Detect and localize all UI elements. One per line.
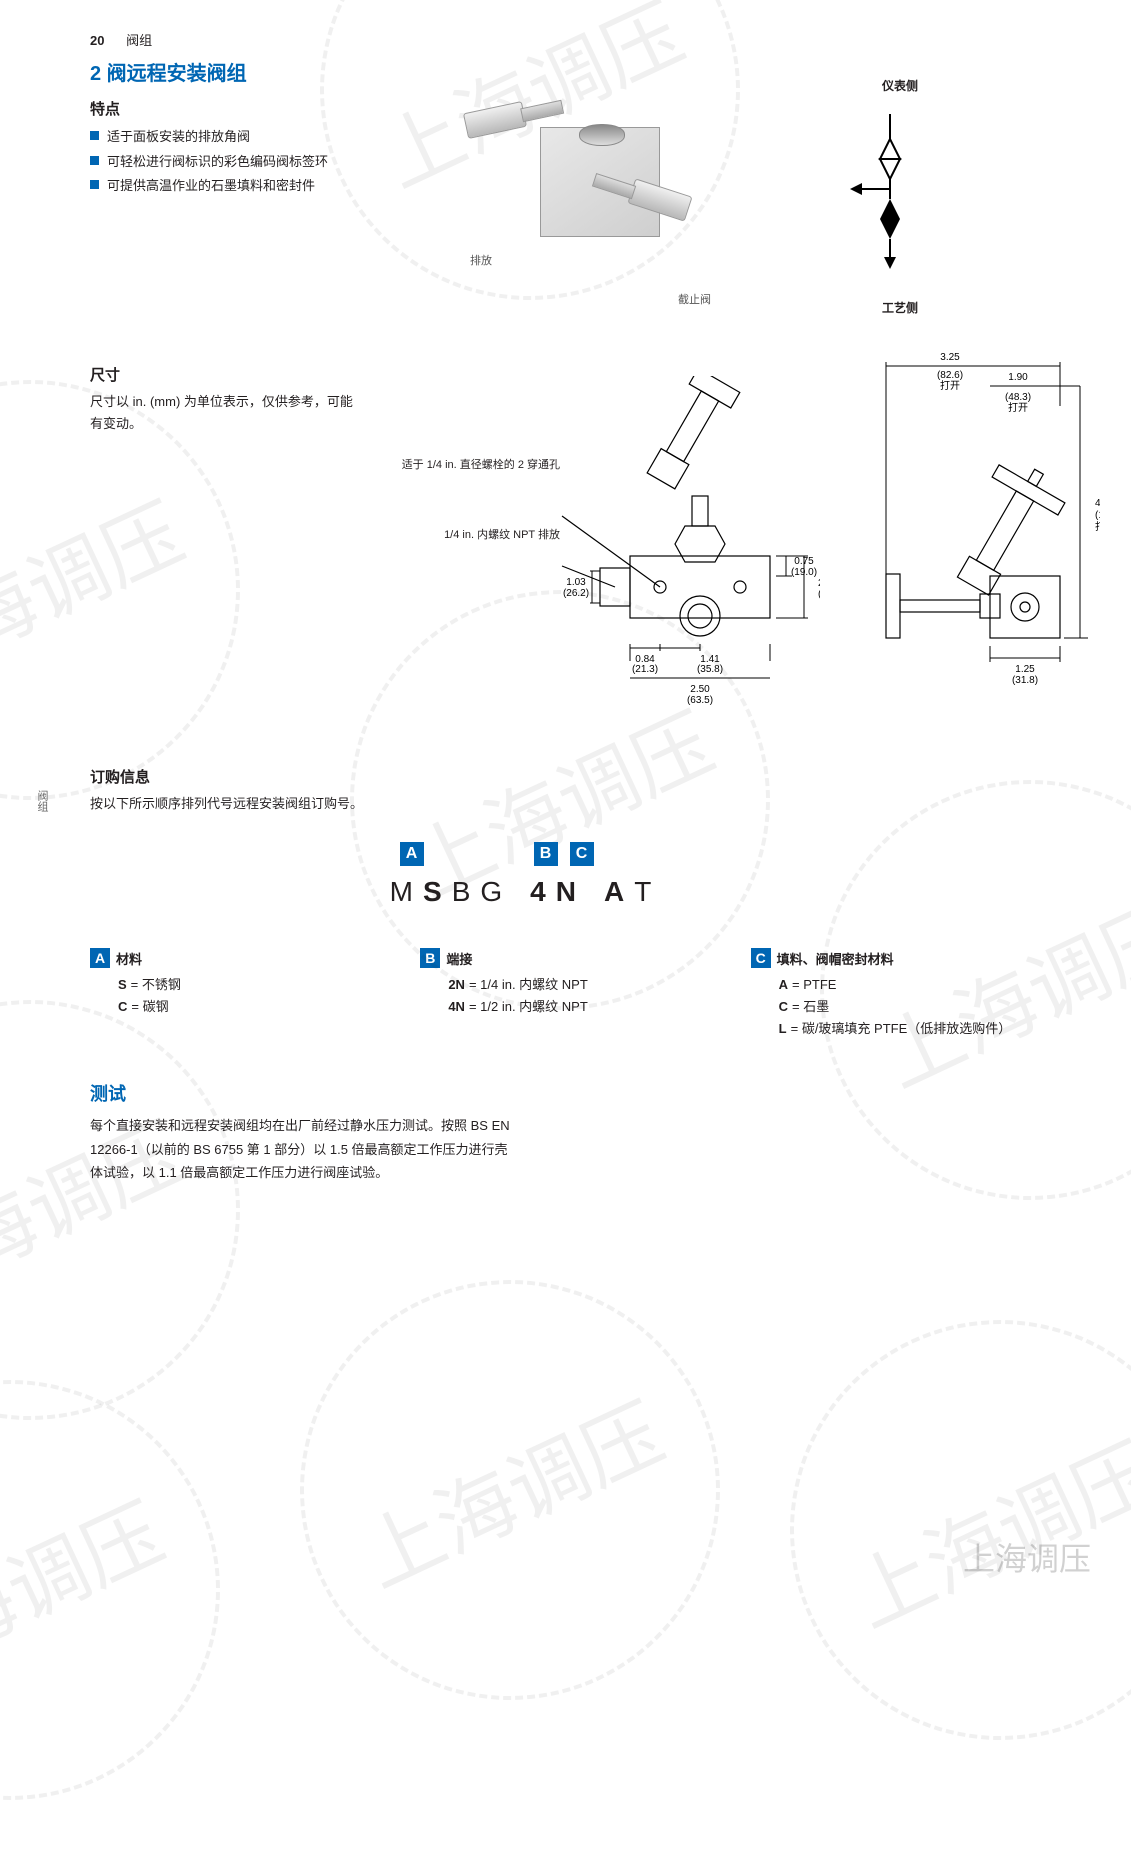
features-heading: 特点 [90, 98, 400, 119]
option-group-b: B端接 2N= 1/4 in. 内螺纹 NPT 4N= 1/2 in. 内螺纹 … [420, 948, 710, 1040]
desig-char: M [390, 876, 423, 907]
schematic-top-label: 仪表侧 [800, 77, 1000, 94]
desig-char: B [452, 876, 481, 907]
dimensions-note: 尺寸以 in. (mm) 为单位表示，仅供参考，可能有变动。 [90, 391, 360, 435]
svg-text:3.25: 3.25 [940, 352, 960, 363]
desig-char: 4 [530, 876, 556, 907]
feature-item: 可提供高温作业的石墨填料和密封件 [90, 174, 400, 199]
desig-char: A [604, 876, 634, 907]
svg-text:(82.6): (82.6) [937, 370, 963, 381]
dimension-drawings: 适于 1/4 in. 直径螺栓的 2 穿通孔 1/4 in. 内螺纹 NPT 排… [380, 356, 1041, 736]
watermark-bottom: 上海调压 [963, 1534, 1091, 1580]
testing-body: 每个直接安装和远程安装阀组均在出厂前经过静水压力测试。按照 BS EN 1226… [90, 1114, 510, 1184]
option-group-c: C填料、阀帽密封材料 A= PTFE C= 石墨 L= 碳/玻璃填充 PTFE（… [751, 948, 1041, 1040]
svg-text:(31.8): (31.8) [1012, 675, 1038, 686]
option-title: 端接 [446, 952, 472, 967]
testing-heading: 测试 [90, 1080, 1041, 1106]
svg-text:(35.8): (35.8) [697, 664, 723, 675]
page-title: 2 阀远程安装阀组 [90, 57, 400, 86]
option-title: 材料 [116, 952, 142, 967]
designator-box-c: C [570, 842, 594, 866]
designator-box-b: B [534, 842, 558, 866]
ordering-desc: 按以下所示顺序排列代号远程安装阀组订购号。 [90, 793, 1041, 812]
sidebar-label: 阀组 [34, 790, 50, 812]
callout-bolt: 适于 1/4 in. 直径螺栓的 2 穿通孔 [300, 456, 560, 472]
section-name: 阀组 [126, 33, 152, 48]
watermark: 上海调压 [721, 1251, 1131, 1809]
svg-text:(63.5): (63.5) [687, 695, 713, 706]
desig-char: T [634, 876, 661, 907]
dimensions-heading: 尺寸 [90, 364, 360, 385]
product-photo: 排放 截止阀 [430, 67, 730, 277]
page-number: 20 [90, 33, 104, 48]
desig-char: G [480, 876, 512, 907]
option-letter: A [90, 948, 110, 968]
option-group-a: A材料 S= 不锈钢 C= 碳钢 [90, 948, 380, 1040]
svg-text:(21.3): (21.3) [632, 664, 658, 675]
svg-text:(102): (102) [1095, 510, 1100, 521]
features-list: 适于面板安装的排放角阀 可轻松进行阀标识的彩色编码阀标签环 可提供高温作业的石墨… [90, 125, 400, 199]
schematic-bottom-label: 工艺侧 [800, 299, 1000, 316]
designator-box-a: A [400, 842, 424, 866]
feature-item: 可轻松进行阀标识的彩色编码阀标签环 [90, 150, 400, 175]
svg-text:打开: 打开 [1095, 520, 1100, 533]
ordering-heading: 订购信息 [90, 766, 1041, 787]
feature-item: 适于面板安装的排放角阀 [90, 125, 400, 150]
svg-text:1.03: 1.03 [566, 577, 586, 588]
svg-text:1.25: 1.25 [1015, 664, 1035, 675]
block-label: 截止阀 [678, 291, 711, 307]
schematic-diagram: 仪表侧 工艺侧 [800, 57, 1000, 316]
desig-char: S [423, 876, 452, 907]
watermark: 上海调压 [231, 1211, 789, 1769]
option-letter: C [751, 948, 771, 968]
svg-text:(48.3): (48.3) [1005, 392, 1031, 403]
svg-text:(26.2): (26.2) [563, 588, 589, 599]
svg-text:2.50: 2.50 [690, 684, 710, 695]
option-title: 填料、阀帽密封材料 [777, 952, 894, 967]
drain-label: 排放 [470, 252, 492, 268]
desig-char: N [556, 876, 586, 907]
svg-text:2.05: 2.05 [818, 578, 820, 589]
page-header: 20 阀组 [90, 30, 1041, 49]
svg-text:4.00: 4.00 [1095, 498, 1100, 509]
svg-text:打开: 打开 [940, 379, 960, 392]
watermark: 上海调压 [0, 1311, 289, 1869]
callout-npt: 1/4 in. 内螺纹 NPT 排放 [300, 526, 560, 542]
option-letter: B [420, 948, 440, 968]
svg-text:1.90: 1.90 [1008, 372, 1028, 383]
ordering-designator: A B C MSBG4NAT [50, 842, 1001, 908]
svg-text:打开: 打开 [1008, 401, 1028, 414]
svg-text:(52.1): (52.1) [818, 589, 820, 600]
